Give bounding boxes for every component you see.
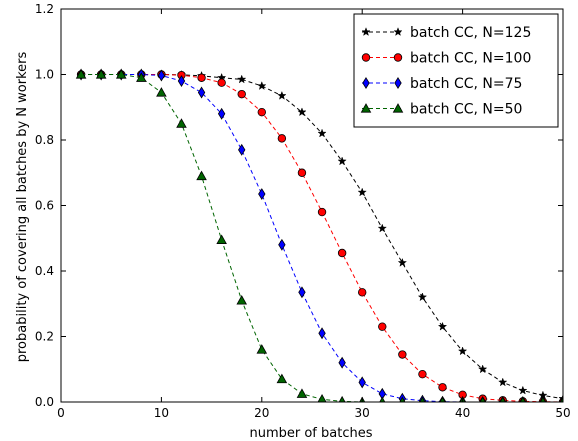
data-point — [177, 75, 186, 88]
data-point — [296, 388, 308, 398]
data-point — [378, 322, 387, 331]
data-point — [438, 383, 447, 392]
data-point — [156, 87, 167, 97]
legend-item-1: batch CC, N=100 — [361, 51, 531, 67]
legend-marker — [362, 77, 370, 89]
data-point — [317, 128, 327, 138]
data-point — [457, 346, 468, 356]
legend-marker — [361, 27, 371, 37]
data-point — [317, 207, 327, 217]
data-point — [257, 107, 266, 117]
data-point — [317, 393, 327, 402]
data-point — [136, 72, 147, 82]
data-point — [278, 238, 286, 251]
data-point — [358, 376, 366, 389]
legend-item-2: batch CC, N=75 — [362, 76, 522, 92]
legend-item-0: batch CC, N=125 — [361, 25, 531, 41]
data-point — [498, 377, 508, 387]
x-axis-label: number of batches — [249, 426, 372, 441]
legend-marker — [361, 53, 371, 62]
data-point — [338, 356, 346, 369]
data-point — [216, 234, 227, 244]
y-tick-label: 0.8 — [35, 133, 54, 147]
plot-area — [75, 68, 563, 402]
legend-item-3: batch CC, N=50 — [360, 102, 522, 118]
data-point — [238, 143, 246, 156]
legend-label: batch CC, N=125 — [410, 25, 531, 41]
x-tick-label: 30 — [355, 406, 370, 420]
data-point — [377, 223, 387, 233]
x-tick-label: 20 — [254, 406, 269, 420]
data-point — [277, 90, 287, 100]
y-axis-label: probability of covering all batches by N… — [15, 52, 30, 363]
data-point — [298, 286, 306, 299]
data-point — [196, 170, 207, 181]
x-tick-label: 50 — [555, 406, 570, 420]
data-point — [75, 69, 87, 79]
data-point — [258, 188, 266, 201]
legend-marker — [393, 53, 403, 62]
y-tick-label: 0.6 — [35, 199, 54, 213]
data-point — [297, 168, 307, 177]
data-point — [417, 292, 428, 302]
data-point — [397, 257, 408, 267]
data-point — [157, 69, 166, 82]
data-point — [337, 156, 347, 166]
data-point — [418, 369, 427, 379]
legend-label: batch CC, N=75 — [410, 76, 522, 92]
data-point — [237, 74, 247, 84]
axes: 0 10 20 30 40 50 0.0 0.2 0.4 0.6 0.8 1.0 1.2 — [35, 2, 571, 420]
data-point — [398, 350, 407, 359]
legend-marker — [393, 27, 403, 37]
data-point — [236, 295, 247, 305]
data-point — [95, 69, 107, 79]
data-point — [115, 69, 127, 79]
x-tick-label: 10 — [154, 406, 169, 420]
data-point — [477, 364, 488, 374]
data-point — [257, 81, 267, 90]
data-point — [318, 327, 326, 340]
y-tick-label: 0.0 — [35, 395, 54, 409]
x-tick-label: 0 — [57, 406, 65, 420]
y-tick-label: 1.2 — [35, 2, 54, 16]
data-point — [276, 373, 288, 384]
data-point — [197, 73, 206, 82]
data-point — [437, 321, 448, 331]
data-point — [337, 248, 347, 258]
data-point — [277, 134, 287, 143]
data-point — [237, 89, 246, 99]
y-tick-label: 1.0 — [35, 68, 54, 82]
legend-label: batch CC, N=100 — [410, 51, 531, 67]
y-tick-label: 0.4 — [35, 264, 54, 278]
legend-marker — [392, 103, 404, 113]
data-point — [357, 187, 367, 197]
x-tick-label: 40 — [455, 406, 470, 420]
legend: batch CC, N=125 batch CC, N=100 batch CC, … — [353, 13, 559, 128]
y-tick-label: 0.2 — [35, 330, 54, 344]
data-point — [338, 395, 346, 402]
legend-box — [353, 13, 559, 128]
data-point — [256, 344, 268, 354]
legend-marker — [394, 77, 402, 89]
legend-marker — [360, 103, 372, 113]
data-point — [217, 107, 226, 120]
data-point — [358, 288, 367, 297]
data-point — [297, 107, 307, 117]
data-point — [197, 86, 206, 99]
data-point — [176, 118, 187, 128]
data-point — [217, 78, 226, 87]
data-point — [518, 385, 528, 395]
legend-label: batch CC, N=50 — [410, 102, 522, 118]
